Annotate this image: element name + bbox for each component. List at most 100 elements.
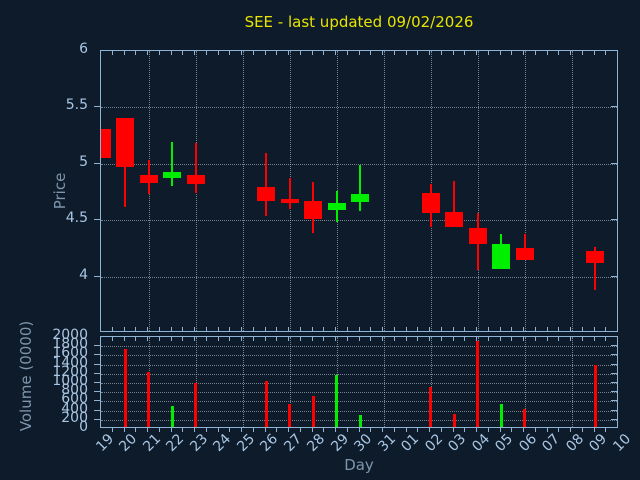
tick-mark	[464, 327, 466, 331]
tick-mark	[346, 428, 348, 432]
tick-mark	[440, 337, 442, 341]
volume-bar	[523, 409, 526, 427]
tick-mark	[523, 327, 524, 331]
tick-mark	[611, 382, 617, 383]
tick-mark	[264, 327, 266, 331]
candle-body	[101, 128, 111, 159]
tick-mark	[276, 337, 278, 341]
day-gridline	[571, 51, 573, 331]
tick-mark	[499, 428, 501, 432]
price-gridline	[101, 163, 617, 165]
tick-mark	[487, 51, 489, 55]
x-tick-label: 10	[609, 431, 634, 455]
price-tick-label: 4.5	[65, 210, 88, 227]
tick-mark	[382, 327, 383, 331]
tick-mark	[229, 428, 231, 432]
candle-body	[468, 228, 487, 244]
day-gridline	[242, 337, 244, 427]
volume-tick-label: 2000	[52, 327, 88, 343]
tick-mark	[452, 337, 454, 341]
volume-tick-label: 800	[61, 382, 88, 399]
tick-mark	[476, 51, 477, 55]
tick-mark	[111, 337, 113, 341]
x-tick-label: 02	[421, 431, 446, 455]
tick-mark	[323, 337, 325, 341]
tick-mark	[429, 428, 430, 432]
tick-mark	[452, 51, 454, 55]
candle-body	[492, 243, 510, 269]
x-tick-label: 04	[468, 431, 493, 455]
tick-mark	[382, 428, 383, 432]
tick-mark	[464, 337, 466, 341]
x-tick-label: 01	[398, 431, 423, 455]
x-tick-label: 28	[304, 431, 329, 455]
tick-mark	[476, 327, 477, 331]
tick-mark	[452, 327, 454, 331]
tick-mark	[276, 428, 278, 432]
tick-mark	[440, 327, 442, 331]
tick-mark	[452, 428, 454, 432]
day-gridline	[383, 51, 385, 331]
volume-gridline	[101, 401, 617, 403]
tick-mark	[311, 428, 313, 432]
candle-wick	[453, 180, 455, 227]
tick-mark	[570, 327, 571, 331]
volume-bar	[358, 415, 362, 427]
candle-wick	[171, 142, 173, 187]
tick-mark	[94, 418, 100, 420]
tick-mark	[147, 337, 148, 341]
tick-mark	[194, 428, 195, 432]
tick-mark	[170, 337, 172, 341]
chart-title: SEE - last updated 09/02/2026	[244, 13, 474, 31]
candle-body	[351, 194, 369, 203]
tick-mark	[94, 219, 100, 221]
price-tick-label: 5.5	[65, 97, 88, 114]
tick-mark	[499, 327, 501, 331]
tick-mark	[611, 275, 617, 277]
tick-mark	[229, 327, 231, 331]
tick-mark	[241, 51, 242, 55]
tick-mark	[393, 428, 395, 432]
tick-mark	[370, 327, 372, 331]
tick-mark	[252, 428, 254, 432]
price-panel	[100, 50, 618, 332]
candle-body	[163, 171, 181, 179]
tick-mark	[288, 428, 289, 432]
tick-mark	[534, 428, 536, 432]
tick-mark	[593, 428, 595, 432]
tick-mark	[346, 337, 348, 341]
tick-mark	[194, 51, 195, 55]
x-tick-label: 26	[257, 431, 282, 455]
tick-mark	[158, 327, 160, 331]
volume-bar	[123, 349, 127, 427]
tick-mark	[217, 337, 219, 341]
tick-mark	[499, 51, 501, 55]
tick-mark	[476, 428, 477, 432]
candle-body	[327, 203, 346, 211]
x-tick-label: 22	[163, 431, 188, 455]
tick-mark	[335, 428, 336, 432]
tick-mark	[546, 327, 548, 331]
tick-mark	[288, 337, 289, 341]
tick-mark	[487, 327, 489, 331]
x-tick-label: 24	[210, 431, 235, 455]
x-tick-label: 31	[374, 431, 399, 455]
candle-body	[116, 117, 134, 168]
tick-mark	[523, 51, 524, 55]
tick-mark	[581, 428, 583, 432]
tick-mark	[611, 418, 617, 420]
tick-mark	[158, 428, 160, 432]
volume-bar	[429, 386, 432, 427]
volume-bar	[147, 372, 150, 427]
tick-mark	[429, 337, 430, 341]
price-axis-label: Price	[51, 172, 69, 210]
tick-mark	[405, 51, 407, 55]
tick-mark	[534, 51, 536, 55]
x-axis-label: Day	[344, 456, 374, 474]
volume-gridline	[101, 383, 617, 384]
tick-mark	[393, 51, 395, 55]
day-gridline	[289, 337, 291, 427]
tick-mark	[405, 327, 407, 331]
tick-mark	[534, 337, 536, 341]
tick-mark	[205, 428, 207, 432]
